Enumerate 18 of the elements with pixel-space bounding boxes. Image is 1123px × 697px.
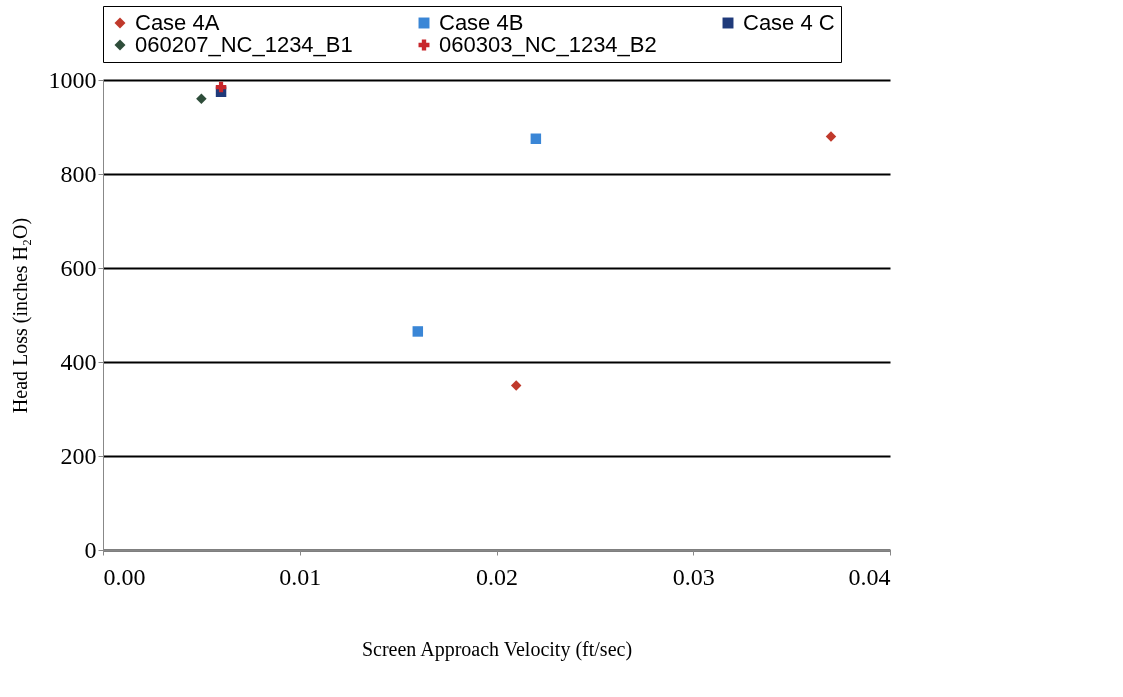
y-tick-label: 800 <box>60 160 97 187</box>
x-tick-label: 0.02 <box>476 563 518 590</box>
x-tick-label: 0.00 <box>103 563 146 590</box>
y-tick-label: 0 <box>84 536 97 563</box>
y-tick-label: 600 <box>60 254 97 281</box>
legend-label: Case 4A <box>135 10 220 35</box>
legend-label: 060303_NC_1234_B2 <box>439 32 657 57</box>
y-axis-title: Head Loss (inches H₂O) <box>8 217 32 414</box>
legend-label: 060207_NC_1234_B1 <box>135 32 353 57</box>
y-tick-label: 1000 <box>48 66 97 93</box>
x-tick-label: 0.01 <box>279 563 322 590</box>
x-tick-label: 0.04 <box>848 563 891 590</box>
legend-label: Case 4 C <box>743 10 835 35</box>
y-tick-label: 200 <box>60 442 97 469</box>
x-axis-title: Screen Approach Velocity (ft/sec) <box>361 637 633 661</box>
legend-label: Case 4B <box>439 10 524 35</box>
x-tick-label: 0.03 <box>672 563 715 590</box>
y-tick-label: 400 <box>60 348 97 375</box>
